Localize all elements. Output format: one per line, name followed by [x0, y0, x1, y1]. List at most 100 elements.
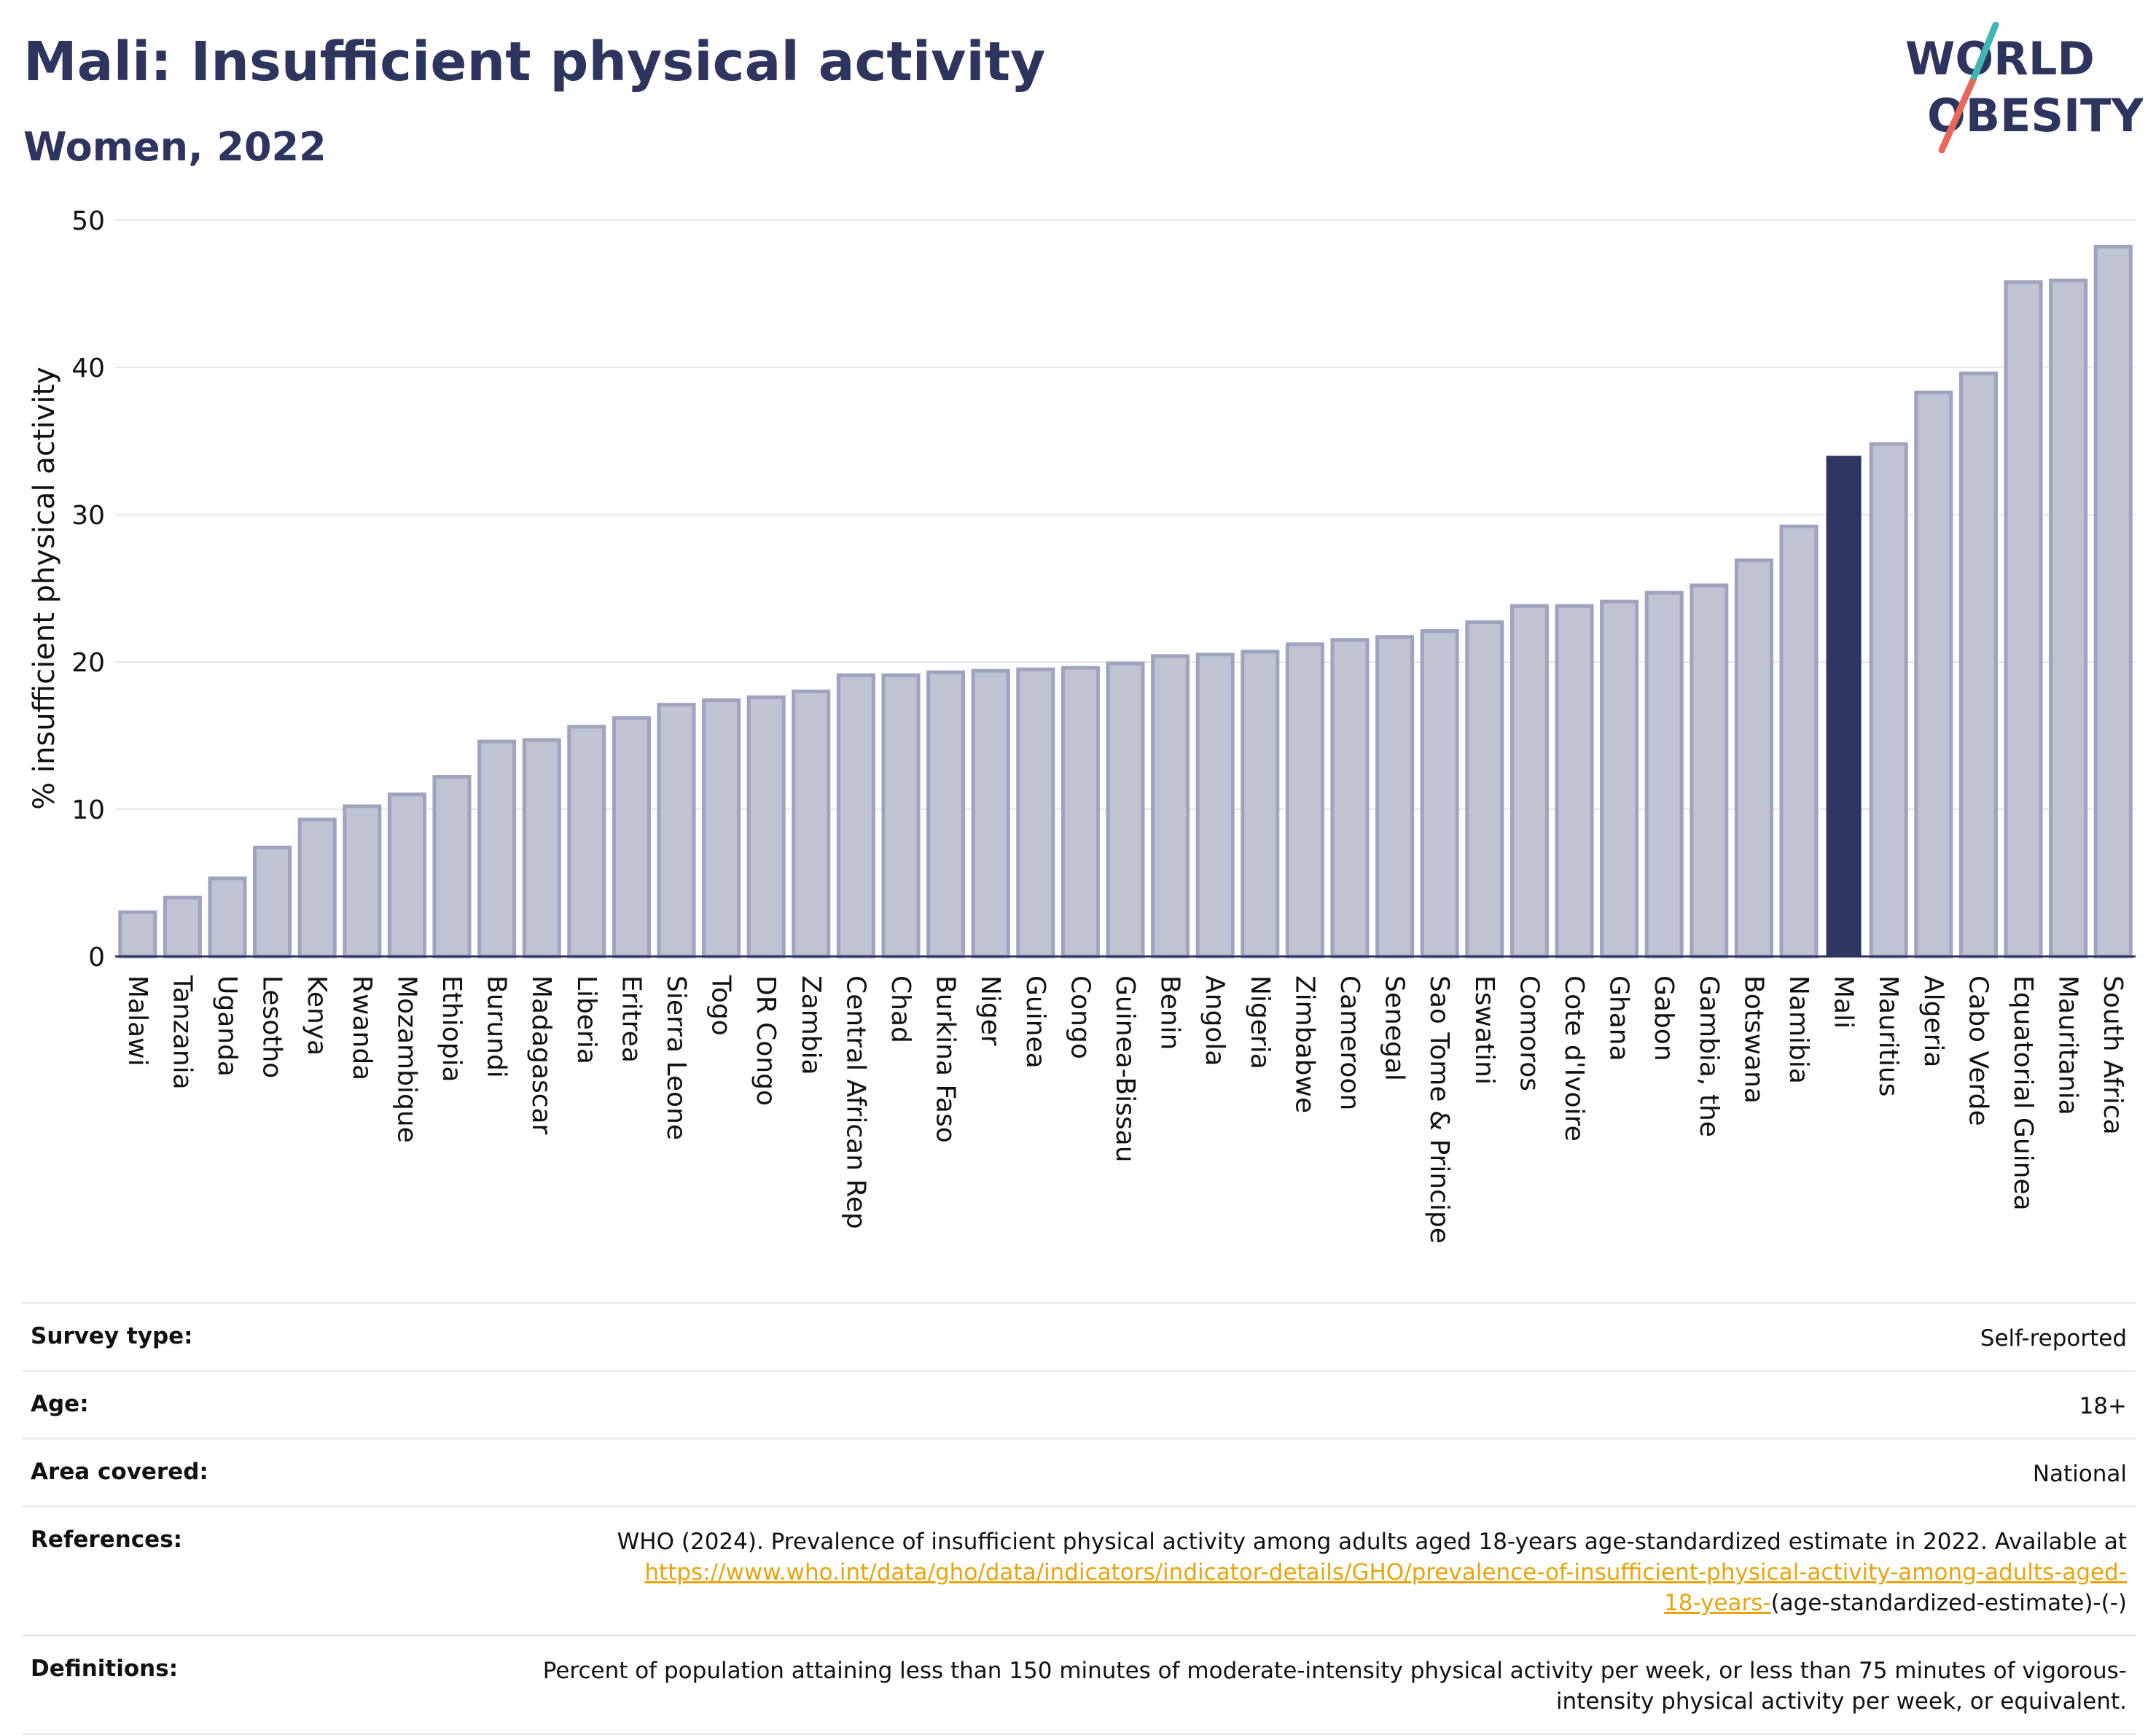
references-link-continued[interactable]: 18-years-: [1663, 1590, 1771, 1616]
bar: [2004, 280, 2043, 959]
x-tick-label: Cote d'Ivoire: [1559, 975, 1589, 1142]
bar: [971, 668, 1010, 959]
bar: [432, 775, 472, 959]
x-tick-label: Tanzania: [167, 975, 197, 1090]
x-tick-label: Ghana: [1604, 975, 1634, 1061]
bar: [1509, 604, 1549, 959]
bar-chart: 0 10 20 30 40 50 % insufficient physical activ…: [28, 206, 2136, 1244]
x-tick-label: Togo: [706, 975, 736, 1036]
bar: [1644, 590, 1684, 959]
logo-line1: WORLD: [1905, 32, 2095, 85]
bar: [1016, 667, 1055, 959]
bar: [1420, 629, 1459, 959]
x-tick-label: Cameroon: [1335, 975, 1364, 1110]
survey-type-value: Self-reported: [1980, 1325, 2127, 1352]
bar: [1555, 604, 1594, 959]
x-tick-label: Burundi: [482, 975, 512, 1078]
references-link[interactable]: https://www.who.int/data/gho/data/indica…: [644, 1559, 2127, 1586]
bar: [926, 670, 966, 959]
definitions-label: Definitions:: [31, 1656, 179, 1682]
bar: [118, 910, 157, 959]
bar: [1241, 650, 1280, 959]
bar: [746, 695, 786, 959]
references-row: References: WHO (2024). Prevalence of in…: [22, 1505, 2136, 1634]
x-tick-label: Zambia: [796, 975, 826, 1075]
x-tick-label: Chad: [886, 975, 915, 1043]
bar: [836, 673, 875, 959]
x-tick-label: Botswana: [1738, 975, 1768, 1104]
x-tick-label: Angola: [1200, 975, 1230, 1066]
definitions-value: Percent of population attaining less tha…: [542, 1658, 2127, 1715]
bar: [2049, 278, 2088, 959]
bar: [657, 703, 696, 959]
bar: [253, 846, 292, 959]
bar: [1330, 638, 1370, 959]
x-tick-label: Central African Rep: [840, 975, 870, 1229]
bar: [1958, 371, 1998, 959]
chart-subtitle: Women, 2022: [23, 124, 327, 170]
bar: [1734, 558, 1773, 959]
bar: [1779, 524, 1819, 959]
x-tick-label: Eswatini: [1469, 975, 1499, 1085]
x-tick-label: Niger: [975, 975, 1005, 1046]
world-obesity-logo: WORLD OBESITY: [1905, 22, 2143, 153]
x-tick-label: Kenya: [302, 975, 332, 1056]
y-tick-label: 30: [71, 501, 105, 531]
x-tick-label: Congo: [1065, 975, 1095, 1059]
survey-type-row: Survey type: Self-reported: [22, 1302, 2136, 1370]
x-tick-label: Namibia: [1784, 975, 1813, 1084]
bar: [1465, 620, 1504, 959]
area-label: Area covered:: [31, 1459, 208, 1485]
bar: [1914, 390, 1953, 959]
x-tick-label: South Africa: [2098, 975, 2128, 1135]
x-tick-label: Ethiopia: [437, 975, 466, 1083]
x-tick-label: Gambia, the: [1694, 975, 1724, 1137]
x-tick-label: Liberia: [571, 975, 601, 1064]
y-axis-label: % insufficient physical activity: [28, 367, 61, 810]
bar: [297, 817, 337, 959]
bar: [1600, 599, 1639, 959]
age-value: 18+: [2079, 1393, 2127, 1419]
area-value: National: [2032, 1461, 2127, 1487]
bar: [387, 792, 426, 959]
logo-slash-teal: [1969, 22, 1999, 85]
x-tick-label: Mozambique: [391, 975, 421, 1143]
bar: [1106, 661, 1145, 959]
x-tick-label: Cabo Verde: [1963, 975, 1993, 1126]
x-tick-label: Nigeria: [1245, 975, 1275, 1069]
x-tick-label: Lesotho: [257, 975, 287, 1078]
x-tick-label: Burkina Faso: [931, 975, 961, 1143]
x-tick-label: Sao Tome & Principe: [1424, 975, 1454, 1244]
definitions-row: Definitions: Percent of population attai…: [22, 1634, 2136, 1735]
bar: [1285, 642, 1324, 959]
age-label: Age:: [31, 1391, 89, 1417]
x-tick-label: DR Congo: [751, 975, 781, 1106]
bar: [1195, 652, 1235, 959]
x-tick-label: Algeria: [1918, 975, 1948, 1068]
bar: [477, 739, 517, 959]
x-tick-label: Guinea: [1020, 975, 1050, 1069]
x-tick-label: Mauritania: [2053, 975, 2083, 1115]
logo-slash-red: [1938, 78, 1976, 153]
age-row: Age: 18+: [22, 1370, 2136, 1438]
x-tick-label: Guinea-Bissau: [1110, 975, 1140, 1163]
x-tick-label: Madagascar: [526, 975, 556, 1135]
references-text: WHO (2024). Prevalence of insufficient p…: [617, 1529, 2127, 1555]
y-tick-label: 10: [71, 795, 105, 825]
y-tick-label: 20: [71, 648, 105, 678]
bar: [2093, 244, 2133, 959]
x-tick-label: Sierra Leone: [661, 975, 691, 1140]
bar: [1690, 583, 1729, 959]
x-tick-label: Eritrea: [616, 975, 646, 1063]
x-tick-label: Gabon: [1649, 975, 1679, 1061]
y-tick-label: 50: [71, 206, 105, 236]
bar: [881, 673, 921, 959]
bar: [522, 738, 561, 959]
x-tick-label: Equatorial Guinea: [2008, 975, 2038, 1211]
references-tail: (age-standardized-estimate)-(-): [1770, 1590, 2127, 1616]
bar: [1869, 442, 1908, 959]
chart-title: Mali: Insufficient physical activity: [23, 31, 1046, 93]
x-tick-label: Uganda: [212, 975, 242, 1077]
references-label: References:: [31, 1527, 183, 1553]
bar: [612, 716, 651, 959]
